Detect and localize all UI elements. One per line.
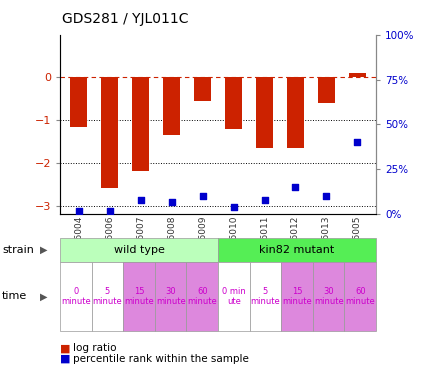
Bar [318, 78, 335, 103]
Text: GDS281 / YJL011C: GDS281 / YJL011C [62, 12, 189, 26]
Point [261, 197, 268, 203]
Text: ▶: ▶ [40, 291, 47, 302]
Text: wild type: wild type [113, 245, 165, 255]
Bar [70, 78, 87, 127]
Text: ■: ■ [60, 343, 71, 354]
Point [323, 193, 330, 199]
Text: strain: strain [2, 245, 34, 255]
Text: 0
minute: 0 minute [61, 287, 91, 306]
Text: 30
minute: 30 minute [314, 287, 344, 306]
Bar [194, 78, 211, 101]
Bar [132, 78, 149, 171]
Text: 5
minute: 5 minute [93, 287, 122, 306]
Text: 60
minute: 60 minute [187, 287, 217, 306]
Point [137, 197, 144, 203]
Text: 15
minute: 15 minute [282, 287, 312, 306]
Bar [256, 78, 273, 148]
Text: 15
minute: 15 minute [124, 287, 154, 306]
Text: kin82 mutant: kin82 mutant [259, 245, 335, 255]
Point [230, 204, 237, 210]
Text: ▶: ▶ [40, 245, 47, 255]
Point [106, 208, 113, 213]
Point [354, 139, 361, 145]
Text: log ratio: log ratio [73, 343, 117, 354]
Bar [287, 78, 304, 148]
Bar [101, 78, 118, 188]
Point [168, 199, 175, 205]
Point [199, 193, 206, 199]
Point [292, 184, 299, 190]
Text: percentile rank within the sample: percentile rank within the sample [73, 354, 249, 364]
Bar [225, 78, 242, 129]
Point [75, 208, 82, 213]
Text: 30
minute: 30 minute [156, 287, 186, 306]
Text: 5
minute: 5 minute [251, 287, 280, 306]
Text: time: time [2, 291, 28, 302]
Bar [163, 78, 180, 135]
Text: ■: ■ [60, 354, 71, 364]
Text: 0 min
ute: 0 min ute [222, 287, 246, 306]
Bar [349, 73, 366, 78]
Text: 60
minute: 60 minute [345, 287, 375, 306]
